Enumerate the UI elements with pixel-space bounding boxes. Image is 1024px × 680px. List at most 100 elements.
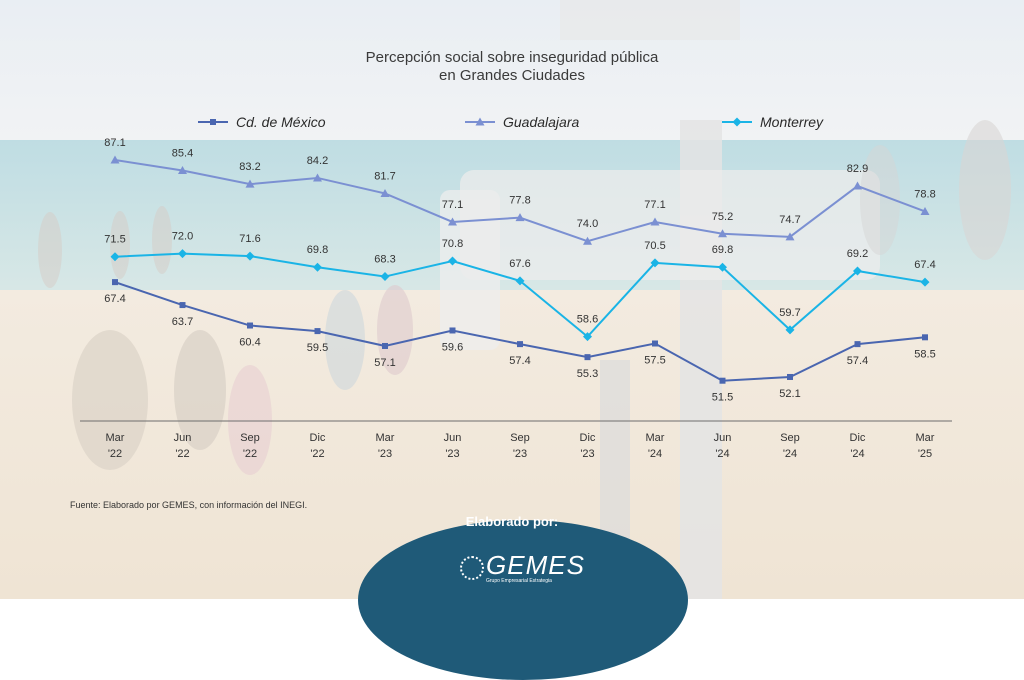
data-label-guadalajara: 75.2 xyxy=(712,211,733,223)
x-tick-label: Sep xyxy=(510,432,530,444)
data-label-cd-de-m-xico: 59.5 xyxy=(307,342,328,354)
data-point-monterrey xyxy=(380,272,390,282)
data-label-guadalajara: 74.7 xyxy=(779,214,800,226)
x-tick-year: '22 xyxy=(175,448,189,460)
legend-marker xyxy=(475,117,485,126)
line-chart: Percepción social sobre inseguridad públ… xyxy=(80,49,952,460)
data-point-monterrey xyxy=(178,249,187,259)
x-tick-year: '22 xyxy=(310,448,324,460)
x-tick-year: '24 xyxy=(715,448,729,460)
data-point-monterrey xyxy=(718,262,727,272)
source-note: Fuente: Elaborado por GEMES, con informa… xyxy=(70,500,308,510)
data-label-cd-de-m-xico: 59.6 xyxy=(442,341,463,353)
legend-marker xyxy=(210,119,216,125)
data-label-monterrey: 67.6 xyxy=(509,258,530,270)
x-tick-label: Sep xyxy=(240,432,260,444)
x-axis-ticks: Mar '22 Jun '22 Sep '22 Dic '22 Mar '23 Jun '23 Sep '… xyxy=(106,432,935,460)
data-label-guadalajara: 83.2 xyxy=(239,161,260,173)
legend: Cd. de México Guadalajara Monterrey xyxy=(198,114,824,130)
x-tick-label: Dic xyxy=(850,432,866,444)
data-point-cd-de-m-xico xyxy=(382,342,388,349)
data-label-cd-de-m-xico: 60.4 xyxy=(239,337,260,349)
data-label-cd-de-m-xico: 67.4 xyxy=(104,293,125,305)
legend-label: Cd. de México xyxy=(236,114,326,130)
data-point-cd-de-m-xico xyxy=(854,341,861,348)
data-point-monterrey xyxy=(920,277,930,287)
series-guadalajara: 87.1 85.4 83.2 84.2 81.7 77.1 77.8 74.0 77.1 75.2… xyxy=(104,137,936,245)
data-label-guadalajara: 77.8 xyxy=(509,195,530,207)
data-point-cd-de-m-xico xyxy=(247,322,253,329)
data-point-cd-de-m-xico xyxy=(179,302,186,309)
data-point-monterrey xyxy=(110,252,120,262)
x-tick-year: '23 xyxy=(513,448,527,460)
gemes-badge xyxy=(358,520,688,680)
data-point-guadalajara xyxy=(110,155,120,164)
data-label-monterrey: 72.0 xyxy=(172,231,193,243)
x-tick-label: Mar xyxy=(106,432,125,444)
data-point-monterrey xyxy=(448,256,457,266)
chart-title: Percepción social sobre inseguridad públ… xyxy=(366,49,659,66)
gemes-logo-icon xyxy=(460,556,484,580)
data-point-guadalajara xyxy=(380,188,390,197)
data-label-guadalajara: 87.1 xyxy=(104,137,125,149)
data-label-monterrey: 68.3 xyxy=(374,254,395,266)
data-label-guadalajara: 84.2 xyxy=(307,155,328,167)
series-group: 67.4 63.7 60.4 59.5 57.1 59.6 57.4 55.3 57.5 51.5… xyxy=(104,137,935,404)
data-point-cd-de-m-xico xyxy=(517,341,523,348)
data-point-monterrey xyxy=(785,325,795,335)
data-label-monterrey: 69.8 xyxy=(712,244,733,256)
data-point-guadalajara xyxy=(583,236,592,245)
data-point-cd-de-m-xico xyxy=(584,354,591,361)
data-label-cd-de-m-xico: 55.3 xyxy=(577,368,598,380)
data-label-monterrey: 69.2 xyxy=(847,248,868,260)
chart-subtitle: en Grandes Ciudades xyxy=(439,67,585,84)
legend-label: Guadalajara xyxy=(503,114,579,130)
data-point-cd-de-m-xico xyxy=(787,373,793,380)
legend-item-monterrey: Monterrey xyxy=(722,114,824,130)
data-point-guadalajara xyxy=(650,217,660,226)
background-scene xyxy=(0,0,1024,599)
data-label-monterrey: 71.5 xyxy=(104,234,125,246)
data-label-monterrey: 58.6 xyxy=(577,314,598,326)
data-label-guadalajara: 82.9 xyxy=(847,163,868,175)
data-point-guadalajara xyxy=(245,179,255,188)
x-tick-year: '24 xyxy=(648,448,662,460)
data-point-monterrey xyxy=(650,258,660,268)
data-point-cd-de-m-xico xyxy=(922,334,928,341)
gemes-logo: GEMES xyxy=(486,550,585,580)
gemes-tagline: Grupo Empresarial Estrategia xyxy=(486,578,552,584)
x-tick-year: '25 xyxy=(918,448,932,460)
legend-item-guadalajara: Guadalajara xyxy=(465,114,579,130)
x-tick-label: Jun xyxy=(174,432,192,444)
series-cd-de-m-xico: 67.4 63.7 60.4 59.5 57.1 59.6 57.4 55.3 57.5 51.5… xyxy=(104,279,936,404)
data-label-guadalajara: 77.1 xyxy=(442,199,463,211)
x-tick-year: '22 xyxy=(243,448,257,460)
data-point-monterrey xyxy=(515,276,525,286)
x-tick-label: Dic xyxy=(310,432,326,444)
x-tick-label: Mar xyxy=(646,432,665,444)
data-label-guadalajara: 74.0 xyxy=(577,218,598,230)
data-point-monterrey xyxy=(245,251,255,261)
data-point-guadalajara xyxy=(785,232,795,241)
data-label-monterrey: 69.8 xyxy=(307,244,328,256)
legend-label: Monterrey xyxy=(760,114,824,130)
x-tick-year: '24 xyxy=(850,448,864,460)
data-point-cd-de-m-xico xyxy=(719,377,726,384)
x-tick-label: Sep xyxy=(780,432,800,444)
data-point-guadalajara xyxy=(448,217,457,226)
data-label-guadalajara: 85.4 xyxy=(172,148,193,160)
x-tick-year: '23 xyxy=(445,448,459,460)
x-tick-label: Mar xyxy=(916,432,935,444)
data-label-guadalajara: 77.1 xyxy=(644,199,665,211)
data-label-cd-de-m-xico: 63.7 xyxy=(172,316,193,328)
data-label-cd-de-m-xico: 57.1 xyxy=(374,357,395,369)
data-point-cd-de-m-xico xyxy=(652,340,658,347)
data-label-monterrey: 70.5 xyxy=(644,240,665,252)
data-label-cd-de-m-xico: 57.4 xyxy=(509,355,530,367)
data-label-monterrey: 70.8 xyxy=(442,238,463,250)
x-tick-label: Jun xyxy=(444,432,462,444)
data-label-cd-de-m-xico: 58.5 xyxy=(914,348,935,360)
x-tick-year: '23 xyxy=(378,448,392,460)
data-point-monterrey xyxy=(313,262,322,272)
data-label-cd-de-m-xico: 52.1 xyxy=(779,388,800,400)
